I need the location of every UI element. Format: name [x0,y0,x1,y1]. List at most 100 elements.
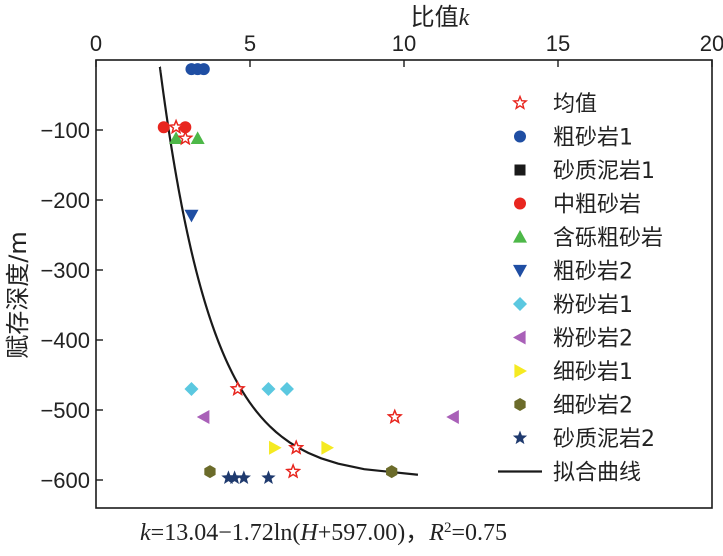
data-point [196,410,210,424]
legend-label: 细砂岩2 [553,394,633,419]
y-axis-title: 赋存深度/m [4,231,32,358]
series-6 [184,382,294,396]
series-7 [196,410,459,424]
legend-entry: 粗砂岩1 [514,126,633,151]
legend-label: 砂质泥岩1 [553,159,655,184]
legend-swatch [514,398,526,411]
legend-label: 粗砂岩2 [553,260,633,285]
data-point [184,209,199,223]
y-tick-label: −400 [40,328,90,353]
legend-label: 粉砂岩1 [553,293,633,318]
legend-swatch [511,94,529,110]
data-point [221,470,236,484]
formula-k: k [140,520,151,546]
legend-label: 细砂岩1 [553,360,633,385]
data-point [157,121,170,134]
legend-label: 粗砂岩1 [553,126,633,151]
data-point-mean [288,439,305,455]
legend-swatch [513,264,527,278]
fit-curve [158,66,419,476]
series-8 [269,440,334,455]
y-tick-label: −200 [40,188,90,213]
legend-entry: 细砂岩1 [514,360,633,385]
data-point [227,470,242,484]
y-axis-ticks: −100 −200 −300 −400 −500 −600 [40,118,103,493]
x-axis-title-main: 比值 [411,3,459,31]
legend-swatch [514,130,526,143]
y-tick-label: −500 [40,398,90,423]
data-point [446,410,459,424]
legend-label: 均值 [553,92,597,117]
data-point [204,465,216,479]
legend-label: 粉砂岩2 [553,327,633,352]
data-point-mean [386,408,403,424]
legend-swatch [512,430,528,445]
data-point [197,63,210,76]
legend-swatch [514,197,526,210]
fit-formula: k=13.04−1.72ln(H+597.00)，R2=0.75 [140,520,507,546]
series-4 [169,131,205,144]
data-point [261,470,276,484]
series-mean-top [168,118,403,479]
legend-swatch [514,364,527,378]
legend-swatch [514,164,526,176]
legend-entry: 粗砂岩2 [513,260,633,285]
series-10 [221,470,276,484]
data-point-mean [229,380,246,396]
x-tick-label: 5 [244,31,256,56]
legend-entry: 砂质泥岩1 [514,159,655,184]
x-axis-title: 比值k [411,3,470,31]
legend-swatch [513,330,526,345]
formula-R: R [428,520,444,546]
data-point [236,470,251,484]
data-point [321,440,334,455]
y-tick-label: −300 [40,258,90,283]
legend-entry: 均值 [511,92,597,117]
series-1 [185,63,210,76]
data-point [261,382,276,396]
legend-entry: 粉砂岩1 [513,293,633,318]
legend-label: 中粗砂岩 [553,193,641,218]
legend-swatch [513,297,527,311]
formula-eq3: =0.75 [451,520,507,546]
y-tick-label: −600 [40,468,90,493]
data-point [279,382,294,396]
fit-curve-layer [158,66,419,476]
data-point [190,131,205,144]
legend-entry: 含砾粗砂岩 [513,226,663,251]
data-point [184,382,199,396]
series-9 [204,465,398,479]
legend-entry: 拟合曲线 [498,461,641,486]
x-tick-label: 0 [90,31,102,56]
data-points-layer [157,63,459,484]
data-point-mean [177,129,194,146]
formula-eq1: =13.04−1.72ln( [151,520,301,546]
x-tick-label: 20 [700,31,723,56]
data-point [269,440,282,455]
legend-swatch [513,230,527,243]
data-point [169,131,184,144]
x-tick-label: 10 [392,31,416,56]
legend-label: 含砾粗砂岩 [553,226,663,251]
formula-H: H [299,520,319,546]
legend-entry: 粉砂岩2 [513,327,633,352]
formula-sup: 2 [444,520,452,536]
legend-entry: 中粗砂岩 [514,193,641,218]
formula-eq2: +597.00)， [318,520,430,546]
data-point-mean [285,463,302,479]
legend-entry: 细砂岩2 [514,394,633,419]
series-3 [157,121,192,134]
data-point-mean [168,118,185,135]
y-tick-label: −100 [40,118,90,143]
legend-label: 拟合曲线 [553,461,641,486]
data-point [179,121,192,134]
series-5 [184,209,199,223]
legend-entry: 砂质泥岩2 [512,427,655,452]
legend-label: 砂质泥岩2 [553,427,655,452]
x-axis-title-italic: k [459,5,470,31]
x-tick-label: 15 [546,31,570,56]
x-axis-ticks: 0 5 10 15 20 [90,31,723,67]
data-point [386,465,398,479]
